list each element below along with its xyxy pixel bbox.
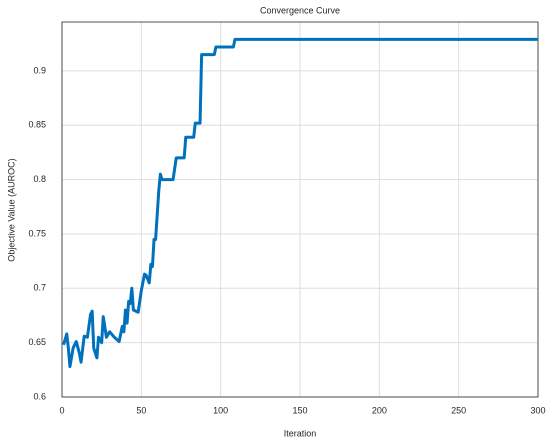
- x-tick-label: 300: [530, 405, 545, 415]
- x-tick-label: 150: [292, 405, 307, 415]
- y-tick-label: 0.65: [28, 337, 46, 347]
- y-tick-label: 0.6: [33, 391, 46, 401]
- y-tick-label: 0.85: [28, 120, 46, 130]
- y-tick-label: 0.75: [28, 228, 46, 238]
- x-tick-label: 100: [213, 405, 228, 415]
- chart-title: Convergence Curve: [260, 5, 340, 15]
- y-tick-label: 0.7: [33, 283, 46, 293]
- x-tick-label: 250: [451, 405, 466, 415]
- y-axis-label: Objective Value (AUROC): [6, 158, 16, 261]
- x-axis-label: Iteration: [284, 428, 317, 438]
- x-tick-label: 50: [136, 405, 146, 415]
- x-tick-label: 0: [59, 405, 64, 415]
- line-series: [62, 37, 538, 369]
- y-tick-label: 0.9: [33, 65, 46, 75]
- y-tick-label: 0.8: [33, 174, 46, 184]
- x-tick-label: 200: [372, 405, 387, 415]
- plot-frame: [61, 21, 539, 398]
